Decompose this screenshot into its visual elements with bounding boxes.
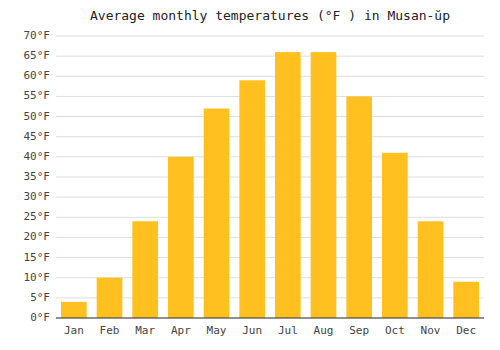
y-tick-label: 55°F	[24, 89, 51, 102]
x-tick-label: Jun	[242, 324, 262, 337]
bar	[453, 282, 479, 318]
grid-line	[56, 96, 484, 97]
bar	[168, 157, 194, 318]
y-tick-label: 0°F	[30, 311, 50, 324]
grid-line	[56, 177, 484, 178]
y-tick-label: 50°F	[24, 110, 51, 123]
x-tick-label: Sep	[349, 324, 369, 337]
bar	[275, 52, 301, 318]
x-axis-line	[56, 318, 484, 319]
bar	[346, 96, 372, 318]
bar	[61, 302, 87, 318]
chart: Average monthly temperatures (°F ) in Mu…	[0, 0, 500, 350]
bar	[239, 80, 265, 318]
grid-line	[56, 56, 484, 57]
grid-line	[56, 197, 484, 198]
grid-line	[56, 156, 484, 157]
y-tick-label: 25°F	[24, 210, 51, 223]
x-tick-label: Oct	[385, 324, 405, 337]
grid	[56, 36, 484, 318]
bar	[311, 52, 337, 318]
bar	[132, 221, 158, 318]
bar	[204, 109, 230, 318]
grid-line	[56, 318, 484, 319]
x-tick-label: Feb	[100, 324, 120, 337]
x-tick-label: Mar	[135, 324, 155, 337]
bars	[61, 52, 479, 318]
y-tick-label: 65°F	[24, 49, 51, 62]
grid-line	[56, 217, 484, 218]
grid-line	[56, 36, 484, 37]
x-tick-label: May	[207, 324, 227, 337]
y-tick-label: 20°F	[24, 230, 51, 243]
x-tick-label: Jul	[278, 324, 298, 337]
y-tick-label: 45°F	[24, 130, 51, 143]
grid-line	[56, 136, 484, 137]
y-axis: 0°F 5°F 10°F 15°F 20°F 25°F 30°F 35°F 40°F 45°F 50…	[24, 29, 51, 324]
x-tick-label: Apr	[171, 324, 191, 337]
title: Average monthly temperatures (°F ) in Mu…	[90, 8, 450, 23]
x-tick-label: Dec	[456, 324, 476, 337]
grid-line	[56, 76, 484, 77]
x-tick-label: Jan	[64, 324, 84, 337]
bar	[418, 221, 444, 318]
bar	[97, 278, 123, 318]
y-tick-label: 10°F	[24, 271, 51, 284]
x-tick-label: Aug	[314, 324, 334, 337]
y-tick-label: 30°F	[24, 190, 51, 203]
x-tick-label: Nov	[421, 324, 441, 337]
y-tick-label: 70°F	[24, 29, 51, 42]
bar	[382, 153, 408, 318]
grid-line	[56, 116, 484, 117]
y-tick-label: 60°F	[24, 69, 51, 82]
y-tick-label: 35°F	[24, 170, 51, 183]
x-axis: Jan Feb Mar Apr May Jun Jul Aug Sep Oct Nov Dec	[56, 318, 484, 337]
y-tick-label: 15°F	[24, 251, 51, 264]
chart-container: Average monthly temperatures (°F ) in Mu…	[0, 0, 500, 350]
y-tick-label: 5°F	[30, 291, 50, 304]
y-tick-label: 40°F	[24, 150, 51, 163]
